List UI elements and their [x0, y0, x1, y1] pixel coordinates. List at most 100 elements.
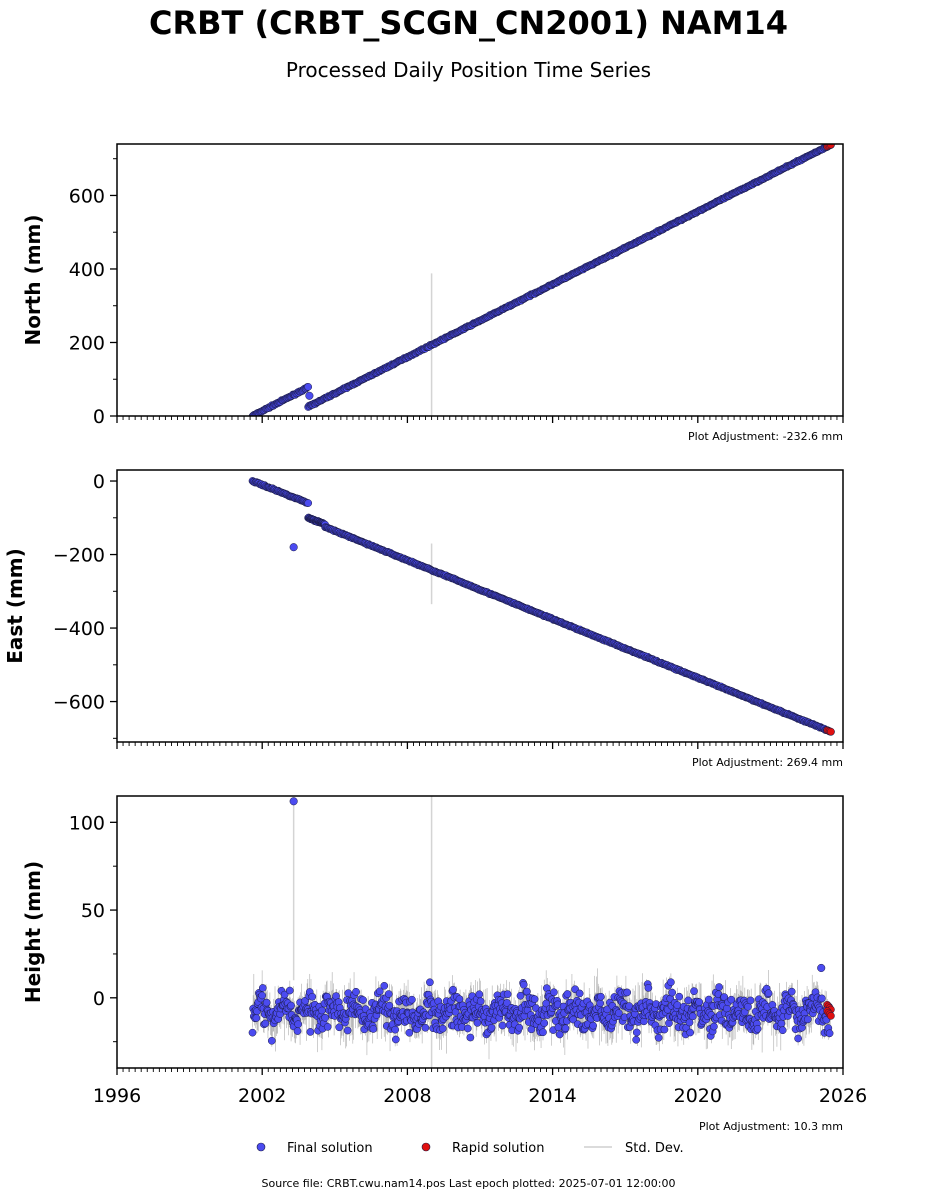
data-point	[715, 983, 723, 991]
data-point	[463, 1024, 472, 1033]
data-point	[685, 1018, 694, 1027]
data-point	[787, 987, 796, 996]
y-tick-label: −400	[53, 618, 105, 640]
data-point	[252, 1014, 261, 1022]
data-point	[258, 991, 267, 1000]
legend: Final solution Rapid solution Std. Dev.	[256, 1141, 684, 1156]
data-point	[596, 992, 605, 1001]
legend-final-label: Final solution	[287, 1141, 373, 1156]
data-point	[267, 1036, 276, 1045]
data-point	[654, 1033, 663, 1042]
data-point	[803, 1015, 812, 1024]
x-tick-label: 2020	[674, 1085, 722, 1107]
outlier-point	[305, 391, 314, 400]
chart-subtitle: Processed Daily Position Time Series	[285, 58, 652, 82]
data-point	[438, 1024, 447, 1033]
data-point	[516, 991, 525, 1000]
data-point	[475, 990, 484, 999]
y-axis-label: East (mm)	[3, 548, 27, 664]
plot-area	[248, 144, 835, 416]
data-point	[487, 1023, 496, 1032]
data-point	[262, 998, 271, 1007]
data-point	[385, 1001, 394, 1010]
data-point	[258, 984, 267, 992]
data-point	[380, 981, 389, 990]
data-point	[293, 1027, 302, 1035]
data-point	[540, 1019, 549, 1027]
east-panel: 0 −200 −400 −600 East (mm) Plot Adjustment: 2…	[3, 469, 844, 769]
data-point	[280, 990, 289, 999]
plot-area	[248, 796, 835, 1068]
data-point	[550, 988, 558, 997]
y-tick-label: 0	[93, 406, 105, 428]
data-point	[722, 1004, 731, 1013]
data-point	[287, 1001, 295, 1010]
rapid-point	[827, 1012, 835, 1020]
data-point	[384, 990, 393, 998]
plot-frame	[116, 143, 844, 417]
data-point	[539, 1028, 547, 1037]
data-point	[542, 999, 551, 1008]
data-point	[530, 995, 539, 1003]
data-point	[668, 988, 677, 997]
data-point	[359, 996, 367, 1004]
data-point	[825, 1029, 834, 1038]
data-point	[473, 1019, 482, 1027]
data-point	[369, 1025, 378, 1033]
data-point	[375, 987, 384, 996]
y-tick-label: 0	[93, 988, 105, 1010]
data-point	[261, 1019, 270, 1028]
data-point	[720, 993, 729, 1001]
data-point	[343, 1026, 352, 1035]
data-point	[503, 990, 512, 999]
y-tick-label: 100	[69, 812, 105, 834]
data-point	[285, 986, 294, 995]
data-point	[391, 1025, 400, 1034]
source-file-note: Source file: CRBT.cwu.nam14.pos Last epo…	[261, 1177, 676, 1190]
data-point	[764, 989, 773, 998]
data-point	[596, 999, 605, 1008]
data-point	[727, 995, 736, 1004]
data-point	[408, 995, 416, 1004]
data-point	[519, 980, 528, 989]
data-point	[660, 1025, 669, 1034]
y-tick-label: 50	[81, 900, 105, 922]
data-point	[777, 1019, 786, 1028]
y-tick-label: 200	[69, 332, 105, 354]
data-point	[294, 1020, 302, 1029]
x-tick-label: 1996	[93, 1085, 141, 1107]
data-point	[690, 987, 698, 996]
y-tick-label: −200	[53, 545, 105, 567]
data-point	[555, 1030, 564, 1039]
data-point	[632, 1035, 641, 1044]
data-point	[248, 1028, 257, 1037]
data-point	[710, 1022, 718, 1031]
data-point	[665, 1019, 673, 1027]
plot-frame	[116, 469, 844, 743]
plot-adjustment-label: Plot Adjustment: 10.3 mm	[699, 1120, 843, 1133]
data-point	[704, 995, 713, 1004]
data-point	[614, 1009, 623, 1017]
legend-final-marker	[256, 1142, 266, 1152]
x-tick-label: 2002	[238, 1085, 286, 1107]
data-point	[352, 987, 360, 996]
data-point	[644, 984, 653, 992]
y-tick-label: 0	[93, 471, 105, 493]
data-point	[498, 1021, 507, 1030]
data-point	[306, 1028, 315, 1036]
data-point	[686, 1028, 695, 1037]
legend-std-label: Std. Dev.	[625, 1141, 684, 1156]
x-tick-label: 2008	[383, 1085, 431, 1107]
data-point	[421, 1023, 430, 1032]
north-panel: 0 200 400 600 North (mm) Plot Adjustment: -23…	[21, 143, 844, 443]
data-point	[625, 1002, 633, 1010]
data-point	[476, 997, 485, 1006]
data-point	[575, 989, 584, 998]
data-point	[688, 1012, 697, 1021]
data-point	[778, 1026, 787, 1035]
data-point	[667, 978, 675, 987]
data-point	[466, 1033, 475, 1042]
outlier-point	[289, 543, 298, 552]
data-point	[304, 383, 313, 391]
data-point	[561, 1024, 570, 1033]
